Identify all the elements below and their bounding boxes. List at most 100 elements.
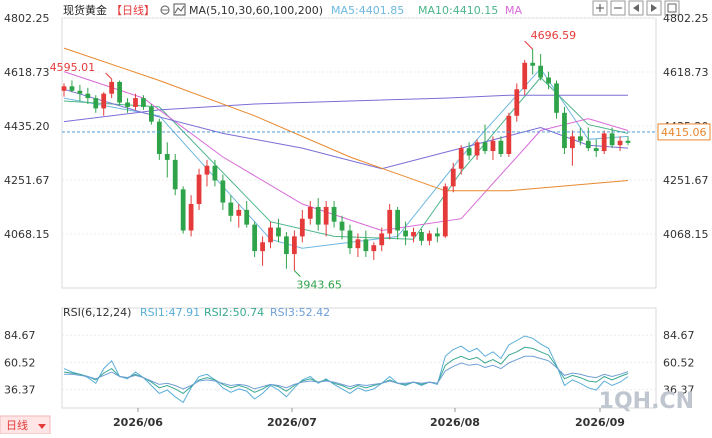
fullscreen-icon[interactable]	[664, 0, 680, 16]
candle-body	[180, 189, 186, 231]
zoom-in-icon[interactable]	[592, 0, 608, 16]
candle-body	[85, 93, 91, 99]
candle-body	[466, 148, 472, 156]
candle-body	[609, 133, 615, 146]
candle-body	[331, 206, 337, 222]
candle-body	[577, 136, 583, 141]
rsi-lines	[63, 335, 629, 404]
candle-body	[125, 102, 130, 107]
candle-body	[93, 98, 99, 109]
candle-body	[148, 106, 154, 122]
mark-pointer	[105, 72, 113, 80]
period-tab[interactable]: 日线	[0, 415, 51, 435]
candle-body	[554, 83, 559, 113]
chevron-down-icon	[38, 424, 46, 429]
low-pointer	[294, 270, 301, 277]
rsi-frame	[61, 307, 657, 409]
price-tick-label-right: 4068.15	[663, 228, 709, 241]
current-price-tag	[657, 123, 711, 141]
candle-body	[474, 142, 480, 156]
candle-body	[212, 165, 218, 181]
gear-icon[interactable]	[160, 5, 170, 15]
price-axis: 4802.254802.254618.734618.734435.204435.…	[4, 12, 711, 241]
candle-body	[530, 62, 536, 66]
candle-body	[387, 209, 393, 234]
candle-body	[546, 77, 551, 84]
price-tick-label-left: 4802.25	[4, 12, 50, 25]
rsi-tick-label-right: 36.37	[663, 384, 695, 397]
candle-body	[363, 239, 369, 252]
ma-label: MA(5,10,30,60,100,200)	[189, 4, 323, 17]
candle-body	[204, 165, 210, 175]
candle-body	[268, 227, 273, 243]
candle-body	[514, 89, 520, 116]
candle-body	[625, 140, 631, 143]
watermark: 1QH.CN	[599, 389, 694, 414]
annotations: 4696.59 3943.65 4595.01	[50, 29, 577, 292]
candle-body	[434, 233, 440, 237]
symbol-label: 现货黄金	[63, 3, 107, 17]
rsi-label: RSI(6,12,24)	[63, 306, 131, 319]
period-tab-label: 日线	[6, 418, 28, 432]
ma-line-ma100	[63, 94, 628, 123]
price-tick-label-left: 4618.73	[4, 66, 50, 79]
candle-body	[355, 239, 361, 249]
candle-body	[164, 154, 170, 160]
move-left-icon[interactable]	[628, 0, 644, 16]
candle-body	[458, 148, 464, 169]
rsi-tick-label-left: 36.37	[4, 384, 36, 397]
period-tag[interactable]: 【日线】	[111, 3, 155, 17]
rsi-tick-label-right: 60.52	[663, 356, 695, 369]
ma-more-label: MA	[505, 4, 522, 17]
price-tick-label-left: 4068.15	[4, 228, 50, 241]
candle-body	[133, 98, 138, 107]
candle-body	[339, 221, 345, 231]
candle-body	[522, 62, 528, 90]
candle-body	[141, 98, 146, 107]
price-tick-label-left: 4435.20	[4, 120, 50, 133]
candle-body	[601, 133, 607, 152]
rsi3-value: RSI3:52.42	[270, 306, 330, 319]
candle-body	[323, 206, 329, 225]
rsi-axis: 84.67 84.67 60.52 60.52 36.37 36.37	[4, 329, 695, 396]
candle-body	[593, 148, 599, 152]
candle-body	[315, 206, 321, 225]
high-pointer	[524, 40, 534, 50]
candle-body	[570, 136, 575, 149]
candle-body	[260, 242, 265, 252]
candle-body	[61, 86, 67, 91]
candle-body	[442, 186, 448, 237]
candles	[61, 48, 631, 271]
candle-body	[188, 204, 194, 231]
ma-line-ma200	[63, 47, 629, 192]
ma5-value: MA5:4401.85	[331, 4, 404, 17]
candle-body	[427, 233, 432, 241]
zoom-out-icon[interactable]	[610, 0, 626, 16]
x-axis: 2026/06 2026/07 2026/08 2026/09	[113, 408, 625, 429]
high-label: 4696.59	[531, 29, 577, 42]
candle-body	[506, 115, 512, 155]
rsi-tick-label-right: 84.67	[663, 329, 695, 342]
price-tick-label-right: 4618.73	[663, 66, 709, 79]
price-tick-label-left: 4251.67	[4, 174, 50, 187]
chart-type-icon[interactable]	[173, 3, 186, 16]
candle-body	[395, 209, 401, 231]
candle-body	[276, 227, 281, 237]
candle-body	[347, 230, 353, 249]
candle-body	[196, 174, 202, 205]
candle-body	[252, 224, 258, 252]
move-right-icon[interactable]	[646, 0, 662, 16]
rsi2-value: RSI2:50.74	[204, 306, 264, 319]
candle-body	[236, 209, 242, 216]
rsi-line-rsi1	[63, 335, 629, 404]
candle-body	[498, 140, 504, 155]
x-tick-label: 2026/09	[575, 416, 625, 429]
candle-body	[482, 142, 488, 152]
candle-body	[101, 93, 107, 109]
x-tick-label: 2026/08	[430, 416, 480, 429]
candle-body	[228, 202, 234, 216]
candle-body	[117, 81, 122, 103]
x-tick-label: 2026/07	[267, 416, 317, 429]
